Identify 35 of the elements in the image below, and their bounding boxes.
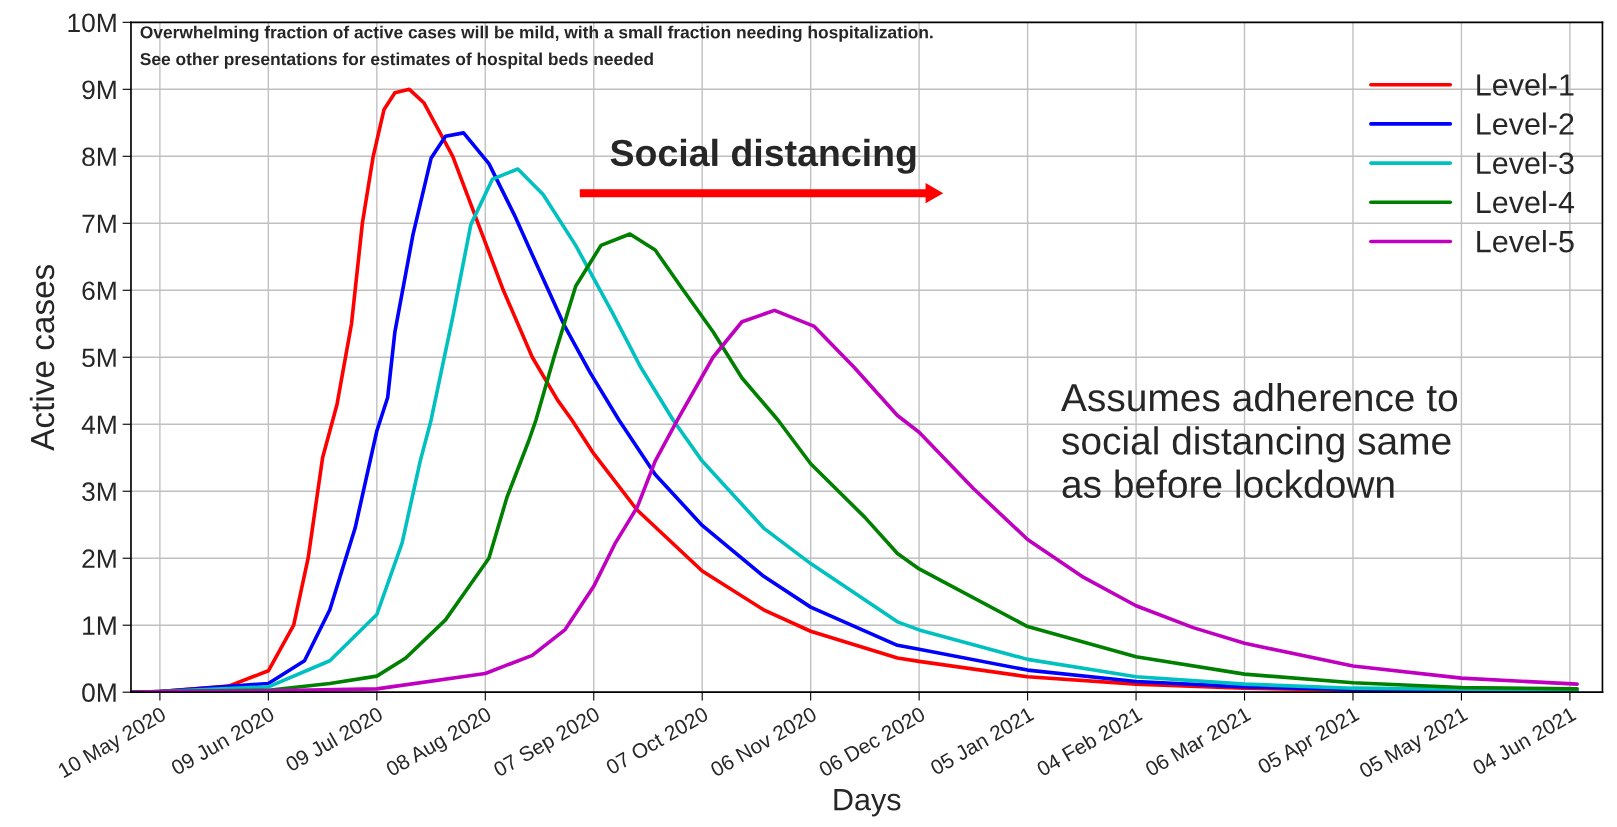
x-tick-label: 09 Jul 2020 — [284, 705, 384, 773]
x-tick-label: 04 Feb 2021 — [1035, 705, 1143, 777]
x-axis-title: Days — [834, 789, 901, 817]
y-axis-title: Active cases — [29, 264, 55, 451]
annotation: Assumes adherence to social distancing same as before lockdown — [1061, 382, 1458, 499]
x-tick-label: 05 Jan 2021 — [929, 706, 1035, 776]
y-tick-label: 8M — [82, 147, 116, 167]
y-tick-label: 10M — [68, 13, 116, 33]
y-tick-label: 5M — [82, 348, 116, 368]
x-tick-label: 04 Jun 2021 — [1471, 706, 1577, 776]
y-tick-label: 1M — [83, 616, 116, 635]
x-tick-label: 10 May 2020 — [57, 706, 169, 782]
legend-label: Level-1 — [1477, 73, 1574, 96]
x-tick-label: 06 Nov 2020 — [709, 706, 818, 778]
y-tick-label: 3M — [82, 482, 116, 502]
y-tick-label: 9M — [82, 80, 116, 100]
x-tick-label: 06 Dec 2020 — [817, 706, 927, 778]
line-series — [130, 308, 1579, 693]
x-tick-label: 09 Jun 2020 — [170, 706, 276, 776]
legend-label: Level-5 — [1477, 229, 1574, 253]
x-tick-label: 07 Oct 2020 — [604, 706, 710, 775]
x-tick-label: 08 Aug 2020 — [384, 706, 495, 781]
legend-label: Level-4 — [1477, 190, 1575, 214]
annotation: Overwhelming fraction of active cases will be mild, with a small fraction needing hospitalization. — [140, 25, 933, 42]
y-tick-label: 6M — [82, 281, 116, 301]
y-tick-label: 0M — [82, 683, 116, 703]
legend-label: Level-3 — [1477, 151, 1574, 175]
annotation: See other presentations for estimates of hospital beds needed — [140, 52, 653, 69]
y-tick-label: 4M — [81, 415, 116, 434]
x-tick-label: 07 Sep 2020 — [492, 706, 603, 781]
legend-label: Level-2 — [1477, 112, 1574, 135]
x-tick-label: 06 Mar 2021 — [1144, 706, 1252, 777]
y-tick-label: 7M — [82, 214, 116, 233]
annotation: Social distancing — [610, 138, 916, 174]
y-tick-label: 2M — [82, 549, 116, 568]
